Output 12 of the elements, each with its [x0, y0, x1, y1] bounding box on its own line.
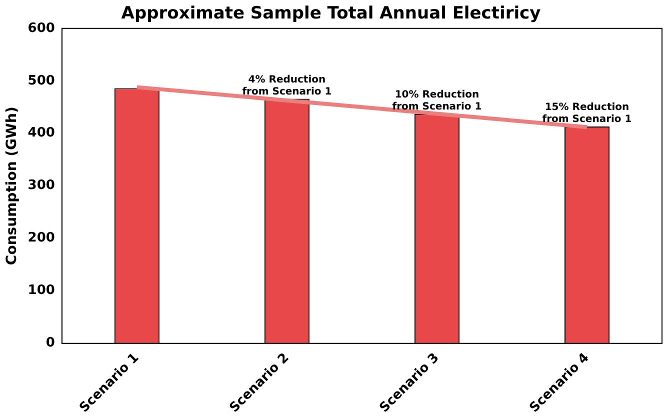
y-tick-label: 600: [28, 20, 55, 36]
y-tick-label: 300: [28, 178, 55, 194]
y-tick-label: 400: [28, 126, 55, 141]
y-tick-label: 200: [28, 230, 55, 246]
y-tick-label: 500: [28, 73, 55, 88]
annotation: 4% Reduction from Scenario 1: [242, 74, 332, 98]
annotation: 10% Reduction from Scenario 1: [392, 90, 482, 113]
chart-title: Approximate Sample Total Annual Electiricy: [121, 4, 541, 24]
y-axis-title: Consumption (GWh): [4, 106, 20, 266]
y-tick-label: 0: [46, 336, 55, 351]
y-tick-label: 100: [28, 283, 55, 298]
annotation: 15% Reduction from Scenario 1: [542, 102, 632, 126]
